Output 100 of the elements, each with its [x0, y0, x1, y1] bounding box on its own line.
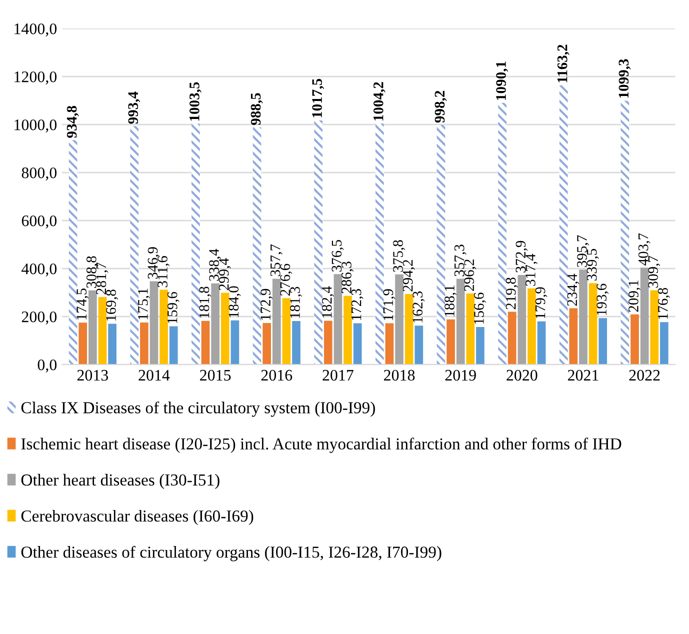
bar	[456, 278, 465, 365]
y-tick-label: 1200,0	[14, 71, 57, 85]
data-label: 1099,3	[618, 59, 631, 98]
bar	[559, 85, 568, 365]
legend-label: Ischemic heart disease (I20-I25) incl. Acute myocardial infarction and other forms of IHD	[21, 438, 622, 453]
legend-label: Other heart diseases (I30-I51)	[21, 474, 220, 490]
data-label: 181,8	[199, 286, 212, 318]
data-label: 1017,5	[312, 78, 324, 118]
legend-label: Cerebrovascular diseases (I60-I69)	[21, 510, 254, 526]
y-tick-label: 0,0	[38, 359, 57, 373]
bar	[375, 124, 384, 365]
bar	[282, 298, 291, 365]
legend-label: Other diseases of circulatory organs (I00-I15, I26-I28, I70-I99)	[21, 546, 442, 562]
data-label: 276,6	[280, 264, 292, 296]
x-tick-label: 2017	[322, 370, 354, 381]
bar	[130, 126, 139, 365]
bar	[650, 290, 659, 365]
data-label: 299,4	[218, 258, 231, 290]
data-label: 172,3	[351, 289, 364, 320]
bar	[334, 274, 342, 365]
bar	[211, 283, 220, 365]
bar	[98, 296, 107, 365]
bar	[344, 296, 352, 365]
data-label: 209,1	[628, 280, 640, 312]
bar	[630, 314, 639, 365]
bar	[108, 324, 116, 365]
data-label: 395,7	[577, 235, 589, 267]
bar	[192, 124, 200, 365]
y-tick-label: 200,0	[22, 311, 57, 325]
data-label: 296,2	[464, 260, 476, 291]
data-label: 219,8	[506, 278, 518, 310]
data-label: 286,3	[342, 262, 354, 294]
bar	[588, 283, 598, 365]
bar	[78, 322, 88, 365]
y-tick-label: 400,0	[22, 263, 57, 277]
data-label: 376,5	[332, 240, 344, 272]
bar	[220, 292, 230, 365]
bar	[169, 326, 178, 365]
bar	[404, 294, 414, 365]
bar	[466, 293, 475, 365]
x-tick-label: 2015	[200, 370, 231, 381]
bar	[414, 326, 424, 365]
bar	[518, 275, 526, 365]
bar	[395, 274, 404, 365]
data-label: 174,5	[76, 288, 89, 320]
data-label: 339,5	[586, 248, 599, 280]
data-label: 182,4	[322, 286, 334, 318]
data-label: 176,8	[658, 288, 670, 319]
bar	[498, 102, 506, 365]
data-label: 281,7	[96, 262, 108, 294]
data-label: 179,9	[535, 287, 548, 318]
data-label: 308,8	[86, 256, 98, 288]
bar	[252, 127, 262, 365]
bar	[160, 290, 168, 365]
legend-label: Class IX Diseases of the circulatory system (I00-I99)	[21, 401, 375, 417]
x-tick-label: 2021	[568, 370, 598, 381]
bar	[230, 320, 240, 365]
x-tick-label: 2016	[261, 370, 292, 381]
x-tick-label: 2018	[384, 370, 415, 381]
bar	[150, 281, 158, 365]
data-label: 188,1	[444, 286, 457, 316]
bar	[314, 120, 322, 365]
bar	[620, 100, 630, 365]
x-tick-label: 2022	[629, 370, 660, 381]
data-label: 372,9	[516, 240, 528, 272]
bar	[660, 322, 668, 365]
data-label: 993,4	[128, 92, 140, 124]
data-label: 181,3	[290, 286, 302, 318]
data-label: 998,2	[434, 90, 447, 123]
data-label: 184,0	[228, 286, 241, 318]
bar	[508, 312, 516, 365]
data-label: 193,6	[596, 284, 609, 315]
data-label: 1163,2	[557, 44, 570, 82]
x-tick-label: 2013	[77, 370, 108, 381]
bar	[446, 319, 455, 365]
bar	[385, 323, 394, 365]
data-label: 311,6	[158, 256, 170, 288]
bar	[598, 318, 608, 365]
bar	[569, 308, 578, 365]
data-label: 338,4	[209, 248, 222, 281]
bar	[436, 124, 446, 365]
data-label: 357,7	[270, 244, 282, 276]
x-tick-label: 2019	[445, 370, 476, 381]
data-label: 162,3	[412, 291, 425, 322]
data-label: 317,4	[526, 254, 538, 286]
bar	[201, 320, 210, 365]
y-tick-label: 600,0	[22, 215, 57, 229]
data-label: 403,7	[638, 233, 650, 266]
bar	[292, 321, 300, 365]
bar	[262, 323, 271, 365]
data-label: 172,9	[260, 288, 273, 320]
bar	[272, 278, 281, 365]
data-label: 375,8	[393, 240, 406, 272]
data-label: 1090,1	[496, 62, 508, 100]
data-label: 294,2	[402, 260, 415, 292]
data-label: 988,5	[250, 93, 263, 125]
bar	[528, 288, 536, 365]
data-label: 934,8	[66, 106, 79, 138]
data-label: 175,1	[138, 288, 150, 320]
bar	[579, 270, 588, 365]
